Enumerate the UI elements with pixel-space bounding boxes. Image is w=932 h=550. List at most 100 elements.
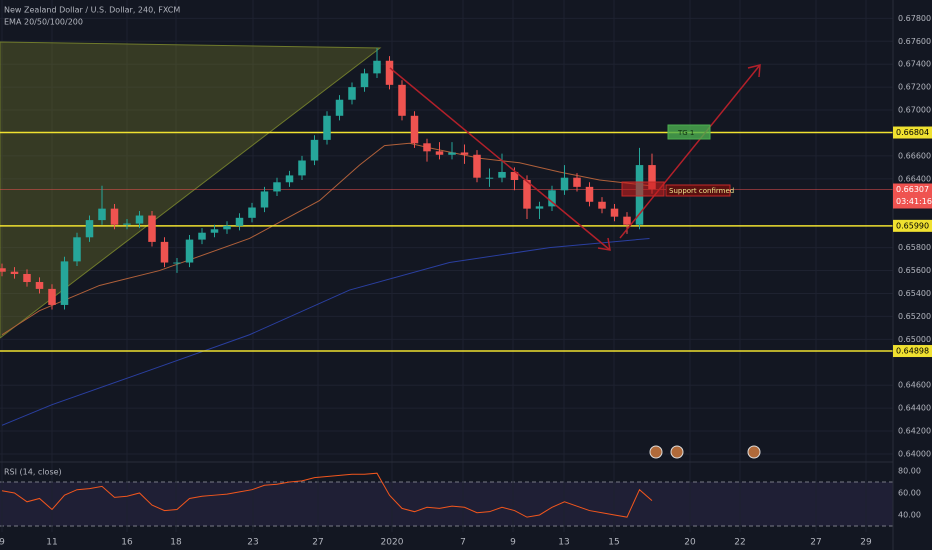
y-tick-label: 0.65800 bbox=[898, 243, 931, 252]
y-tick-label: 0.65600 bbox=[898, 266, 931, 275]
y-tick-label: 0.64000 bbox=[898, 449, 931, 458]
candle-body bbox=[248, 207, 256, 218]
grid bbox=[0, 0, 893, 532]
candle-body bbox=[135, 215, 144, 224]
candle-body bbox=[535, 206, 544, 209]
candle-body bbox=[623, 216, 631, 225]
ema-line bbox=[1, 237, 650, 426]
y-tick-label: 0.66600 bbox=[898, 151, 931, 160]
arrow-head bbox=[597, 237, 611, 251]
event-icon bbox=[747, 445, 761, 459]
x-tick-label: 23 bbox=[247, 538, 258, 548]
x-tick-label: 27 bbox=[312, 538, 323, 548]
rsi-tick-label: 80.00 bbox=[898, 467, 921, 476]
x-tick-label: 29 bbox=[860, 538, 872, 548]
level-tag-label: 0.66804 bbox=[896, 128, 929, 137]
level-tag bbox=[893, 345, 932, 358]
support-label: Support confirmed bbox=[669, 187, 734, 195]
axes: 9 11 16 18 23 27 2020 7 9 13 15 20 22 27 29 0.67800 0.67… bbox=[0, 14, 932, 548]
last-price-tag bbox=[893, 183, 932, 209]
candle-body bbox=[160, 241, 169, 263]
candle-body bbox=[98, 208, 106, 221]
x-tick-label: 18 bbox=[170, 538, 182, 548]
arrow-up bbox=[619, 64, 761, 239]
y-tick-label: 0.67400 bbox=[898, 60, 931, 69]
rsi-tick-label: 60.00 bbox=[898, 488, 921, 497]
candle-body bbox=[560, 177, 569, 191]
candle-body bbox=[148, 215, 156, 242]
candle-body bbox=[585, 186, 594, 202]
level-tag bbox=[893, 219, 932, 232]
y-tick-label: 0.67600 bbox=[898, 37, 931, 46]
candle-body bbox=[435, 151, 444, 155]
x-tick-label: 7 bbox=[460, 538, 466, 548]
rsi-tick-label: 40.00 bbox=[898, 510, 921, 519]
candle-body bbox=[235, 217, 244, 226]
level-tag bbox=[893, 126, 932, 139]
y-tick-label: 0.67000 bbox=[898, 106, 931, 115]
candle-body bbox=[473, 154, 481, 178]
y-tick-label: 0.64600 bbox=[898, 381, 931, 390]
candle-body bbox=[60, 261, 69, 305]
x-tick-label: 20 bbox=[684, 538, 696, 548]
level-tag-label: 0.64898 bbox=[896, 347, 929, 356]
candle-body bbox=[310, 139, 319, 161]
candle-body bbox=[198, 232, 206, 240]
x-tick-label: 9 bbox=[0, 538, 5, 548]
event-icon bbox=[649, 445, 663, 459]
rsi-band bbox=[0, 482, 893, 526]
candle-body bbox=[223, 225, 231, 230]
x-tick-label: 9 bbox=[510, 538, 516, 548]
candle-body bbox=[348, 87, 356, 100]
candle-body bbox=[210, 229, 219, 233]
x-tick-label: 2020 bbox=[381, 538, 404, 548]
arrow-down bbox=[389, 67, 611, 251]
candle-body bbox=[360, 73, 369, 88]
candle-body bbox=[273, 182, 281, 192]
support-box bbox=[621, 181, 665, 197]
candle-body bbox=[498, 171, 506, 178]
arrow-head bbox=[747, 64, 761, 78]
candle-body bbox=[523, 179, 531, 209]
event-icons bbox=[649, 445, 761, 459]
arrows bbox=[389, 64, 761, 251]
candle-body bbox=[123, 223, 131, 225]
candle-body bbox=[323, 115, 331, 140]
candle-body bbox=[485, 177, 494, 179]
chart-subtitle: EMA 20/50/100/200 bbox=[4, 18, 83, 27]
candle-body bbox=[398, 84, 406, 116]
y-tick-label: 0.65200 bbox=[898, 312, 931, 321]
candle-body bbox=[510, 171, 519, 180]
price-axis bbox=[893, 0, 932, 550]
last-price-label: 0.66307 bbox=[896, 185, 929, 194]
candle-body bbox=[23, 273, 31, 283]
rsi-line bbox=[1, 472, 653, 518]
ema-line bbox=[1, 142, 650, 336]
y-tick-label: 0.65000 bbox=[898, 335, 931, 344]
x-tick-label: 16 bbox=[121, 538, 133, 548]
candle-body bbox=[85, 220, 94, 238]
candle-body bbox=[335, 99, 344, 116]
y-tick-label: 0.65400 bbox=[898, 289, 931, 298]
rsi-label: RSI (14, close) bbox=[4, 468, 62, 477]
candle-body bbox=[185, 239, 194, 263]
candle-body bbox=[648, 165, 656, 190]
candle-body bbox=[260, 191, 269, 208]
candle-body bbox=[410, 115, 419, 144]
candle-body bbox=[10, 271, 19, 274]
candle-body bbox=[0, 268, 6, 272]
candle-body bbox=[285, 175, 294, 183]
candle-body bbox=[573, 177, 581, 187]
x-tick-label: 22 bbox=[734, 538, 745, 548]
y-tick-label: 0.67200 bbox=[898, 83, 931, 92]
chart-title: New Zealand Dollar / U.S. Dollar, 240, F… bbox=[4, 6, 180, 15]
x-tick-label: 15 bbox=[608, 538, 619, 548]
event-icon bbox=[670, 445, 684, 459]
candle-body bbox=[73, 237, 81, 262]
x-tick-label: 11 bbox=[46, 538, 57, 548]
candle-body bbox=[610, 208, 619, 217]
candle-body bbox=[598, 201, 606, 209]
candle-body bbox=[48, 288, 56, 305]
